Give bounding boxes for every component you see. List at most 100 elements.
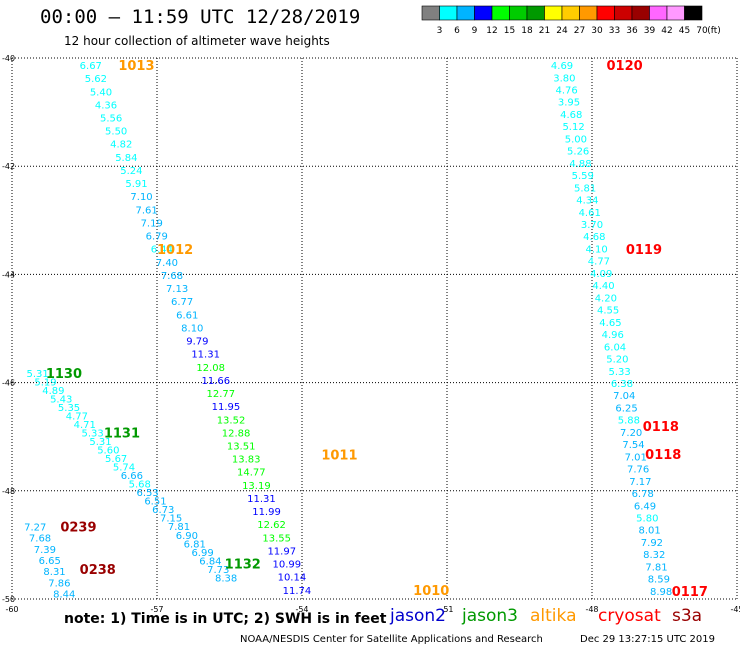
wave-height-value: 5.00 <box>565 134 587 145</box>
wave-height-value: 12.88 <box>222 428 251 439</box>
wave-height-value: 13.55 <box>262 533 291 544</box>
track-time-label: 0239 <box>60 521 96 536</box>
track-time-label: 0118 <box>645 448 681 463</box>
wave-height-value: 5.91 <box>125 179 147 190</box>
x-tick-label: -48 <box>585 605 598 614</box>
wave-height-value: 12.62 <box>257 520 286 531</box>
wave-height-value: 6.44 <box>151 245 173 256</box>
wave-height-value: 5.60 <box>97 446 119 457</box>
x-tick-label: -51 <box>440 605 453 614</box>
wave-height-value: 10.14 <box>278 573 307 584</box>
colorbar-label: 30 <box>591 26 603 36</box>
track-time-label: 0117 <box>672 585 708 600</box>
wave-height-value: 7.92 <box>641 538 663 549</box>
wave-height-value: 5.67 <box>105 454 127 465</box>
wave-height-value: 5.74 <box>113 463 135 474</box>
wave-height-value: 5.20 <box>606 355 628 366</box>
wave-height-value: 9.79 <box>186 337 208 348</box>
wave-height-value: 7.68 <box>161 271 183 282</box>
wave-height-value: 6.73 <box>152 505 174 516</box>
wave-height-value: 4.65 <box>599 318 621 329</box>
colorbar-label: 12 <box>486 26 497 36</box>
wave-height-value: 12.08 <box>196 363 225 374</box>
wave-height-value: 6.77 <box>171 297 193 308</box>
wave-height-value: 4.40 <box>592 281 614 292</box>
colorbar-label: 33 <box>609 26 620 36</box>
legend-altika: altika <box>530 606 577 626</box>
wave-height-value: 4.68 <box>583 232 605 243</box>
legend-label: jason2 <box>390 606 446 626</box>
wave-height-value: 5.88 <box>618 416 640 427</box>
colorbar-label: 18 <box>521 26 533 36</box>
legend-label: cryosat <box>598 606 661 626</box>
wave-height-value: 7.19 <box>141 218 163 229</box>
wave-height-value: 4.77 <box>588 257 610 268</box>
wave-height-value: 11.99 <box>252 507 281 518</box>
colorbar: 3 6 9 12 15 18 21 24 27 30 33 36 39 42 45 70 (ft) <box>421 5 721 36</box>
wave-height-value: 6.84 <box>199 556 221 567</box>
wave-height-value: 8.59 <box>648 575 670 586</box>
wave-height-value: 6.53 <box>136 488 158 499</box>
wave-height-value: 4.71 <box>74 420 96 431</box>
wave-height-value: 6.67 <box>80 61 102 72</box>
y-tick-label: -40 <box>2 54 15 63</box>
wave-height-value: 8.44 <box>53 590 75 601</box>
track-time-label: 1132 <box>225 557 261 572</box>
wave-height-value: 4.20 <box>595 293 617 304</box>
wave-height-value: 11.66 <box>201 376 230 387</box>
colorbar-label: 15 <box>504 26 515 36</box>
wave-height-value: 7.81 <box>168 522 190 533</box>
wave-height-value: 8.38 <box>215 573 237 584</box>
track-time-label: 1131 <box>104 426 140 441</box>
note-text: note: 1) Time is in UTC; 2) SWH is in fe… <box>64 611 387 627</box>
track-time-label: 1011 <box>321 449 357 464</box>
wave-height-value: 6.90 <box>176 531 198 542</box>
wave-height-value: 4.68 <box>560 110 582 121</box>
wave-height-value: 3.70 <box>581 220 603 231</box>
colorbar-label: 27 <box>574 26 585 36</box>
wave-height-value: 7.13 <box>166 284 188 295</box>
wave-height-value: 5.80 <box>636 514 658 525</box>
wave-height-value: 4.36 <box>95 100 117 111</box>
wave-height-value: 7.68 <box>29 534 51 545</box>
wave-height-value: 5.31 <box>89 437 111 448</box>
wave-height-value: 3.95 <box>558 98 580 109</box>
wave-height-value: 4.89 <box>42 386 64 397</box>
colorbar-label: 3 <box>437 26 443 36</box>
wave-height-value: 5.68 <box>129 480 151 491</box>
colorbar-unit: (ft) <box>707 26 721 36</box>
wave-height-value: 8.10 <box>181 323 203 334</box>
wave-height-value: 4.34 <box>576 196 598 207</box>
wave-height-value: 5.35 <box>58 403 80 414</box>
colorbar-label: 39 <box>644 26 656 36</box>
x-tick-label: -60 <box>5 605 18 614</box>
wave-height-value: 4.77 <box>66 411 88 422</box>
wave-height-value: 11.97 <box>267 546 296 557</box>
y-tick-label: -46 <box>2 379 15 388</box>
track-time-label: 1130 <box>46 367 82 382</box>
wave-height-value: 6.81 <box>184 539 206 550</box>
track-time-label: 0120 <box>607 59 643 74</box>
wave-height-value: 3.80 <box>553 73 575 84</box>
chart-title: 00:00 – 11:59 UTC 12/28/2019 <box>40 6 361 28</box>
wave-height-value: 4.55 <box>597 306 619 317</box>
wave-height-value: 6.38 <box>611 379 633 390</box>
x-tick-label: -45 <box>730 605 740 614</box>
colorbar-label: 70 <box>696 26 708 36</box>
y-tick-label: -50 <box>2 595 15 604</box>
legend-label: altika <box>530 606 577 626</box>
x-tick-label: -57 <box>150 605 163 614</box>
wave-height-value: 7.39 <box>34 545 56 556</box>
wave-height-value: 5.84 <box>115 153 137 164</box>
wave-height-value: 11.31 <box>191 350 220 361</box>
wave-height-value: 8.01 <box>638 526 660 537</box>
colorbar-label: 42 <box>661 26 672 36</box>
wave-height-value: 10.99 <box>273 560 302 571</box>
wave-height-value: 8.98 <box>650 587 672 598</box>
wave-height-value: 7.10 <box>130 192 152 203</box>
wave-height-value: 8.32 <box>643 550 665 561</box>
wave-height-value: 7.40 <box>156 258 178 269</box>
y-tick-label: -44 <box>2 270 15 279</box>
chart-subtitle: 12 hour collection of altimeter wave hei… <box>64 34 330 48</box>
colorbar-label: 36 <box>626 26 638 36</box>
